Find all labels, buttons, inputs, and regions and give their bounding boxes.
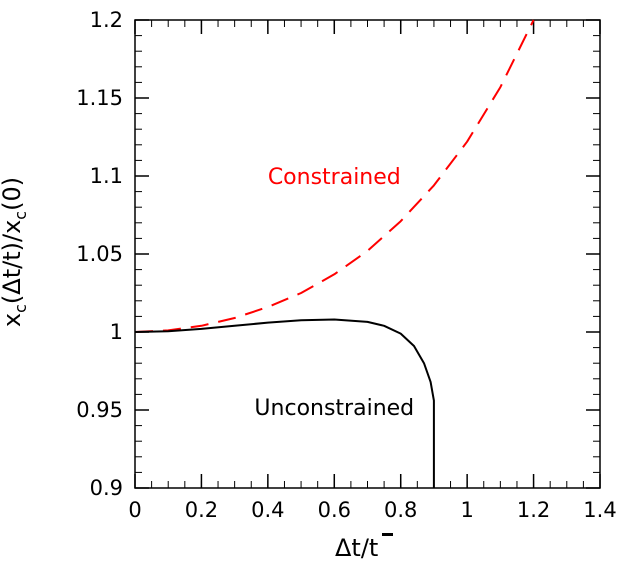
data-series bbox=[134, 19, 535, 488]
y-axis-label-text: xc(Δt/t)/xc(0) bbox=[0, 177, 30, 327]
x-tick-label: 0.8 bbox=[384, 498, 417, 522]
y-tick-label: 1.2 bbox=[90, 8, 123, 32]
y-tick-label: 0.9 bbox=[90, 476, 123, 500]
annotations: Constrained Unconstrained bbox=[254, 165, 414, 421]
y-tick-label: 1.15 bbox=[76, 86, 123, 110]
annotation-constrained: Constrained bbox=[268, 165, 401, 190]
tick-labels: 0 0.2 0.4 0.6 0.8 1 1.2 1.4 0.9 0.95 1 1.05 1.1 1.15 1… bbox=[76, 8, 616, 522]
x-tick-label: 0 bbox=[128, 498, 141, 522]
x-tick-label: 0.4 bbox=[251, 498, 284, 522]
y-axis-label: xc(Δt/t)/xc(0) bbox=[0, 177, 30, 327]
x-tick-label: 0.2 bbox=[185, 498, 218, 522]
y-tick-label: 1.1 bbox=[90, 164, 123, 188]
x-tick-label: 1.4 bbox=[583, 498, 616, 522]
y-tick-label: 0.95 bbox=[76, 398, 123, 422]
series-line-unconstrained bbox=[134, 318, 435, 488]
x-axis-label-text: Δt/t bbox=[335, 534, 378, 562]
y-tick-label: 1.05 bbox=[76, 242, 123, 266]
axis-ticks bbox=[134, 19, 601, 489]
x-axis-label-overbar bbox=[382, 533, 393, 536]
y-tick-label: 1 bbox=[110, 320, 123, 344]
x-tick-label: 0.6 bbox=[318, 498, 351, 522]
series-line-constrained bbox=[134, 19, 535, 333]
x-tick-label: 1.2 bbox=[517, 498, 550, 522]
x-axis-label: Δt/t bbox=[335, 533, 393, 562]
x-tick-label: 1 bbox=[460, 498, 473, 522]
annotation-unconstrained: Unconstrained bbox=[254, 396, 414, 421]
